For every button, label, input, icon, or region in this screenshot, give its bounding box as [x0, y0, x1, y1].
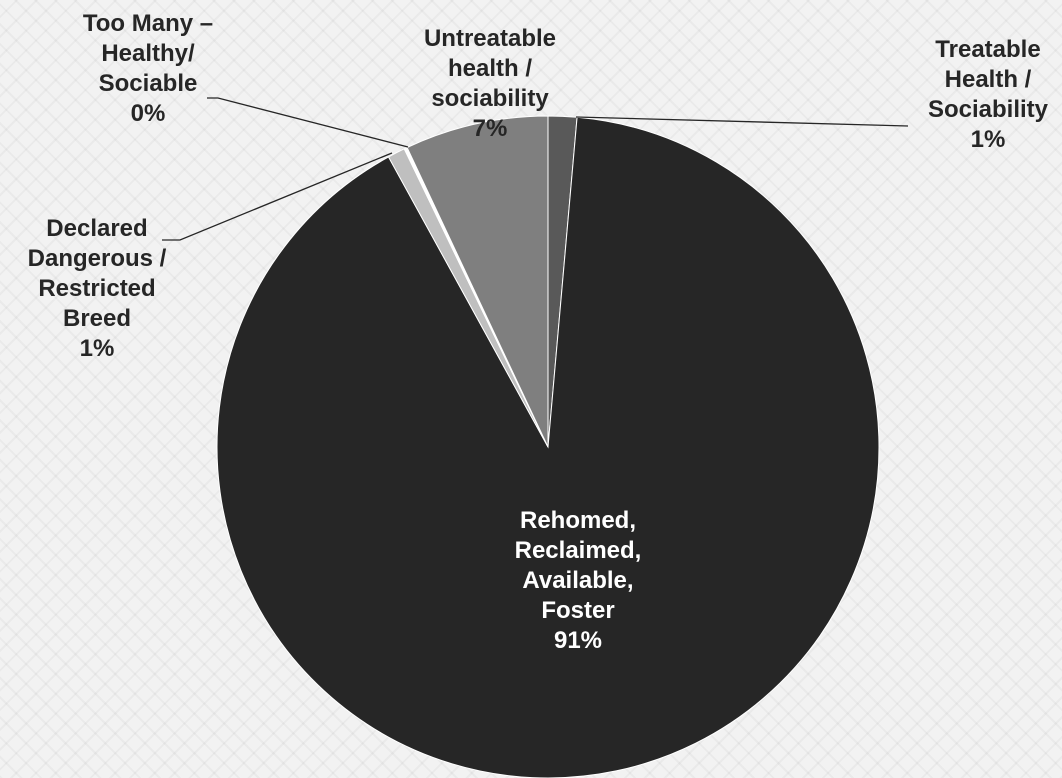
leader-line-2	[162, 152, 393, 241]
slice-name-line: Declared	[46, 215, 147, 242]
slice-name-line: Dangerous /	[28, 245, 167, 272]
slice-name-line: sociability	[431, 85, 549, 112]
slice-label-4: Untreatable health / sociability 7%	[424, 25, 556, 142]
pie-slice-4	[406, 115, 549, 448]
leader-line-0	[575, 116, 909, 127]
slice-label-3: Too Many – Healthy/Sociable 0%	[83, 10, 213, 127]
slice-name-line: Sociable	[99, 70, 198, 97]
slice-name-line: Untreatable	[424, 25, 556, 52]
slice-value-label: 7%	[473, 115, 508, 142]
slice-name-line: Rehomed,	[520, 507, 636, 534]
slice-value-label: 0%	[131, 100, 166, 127]
slice-name-line: health /	[448, 55, 532, 82]
slice-name-line: Breed	[63, 305, 131, 332]
slice-name-line: Treatable	[935, 36, 1040, 63]
slice-name-line: Foster	[541, 597, 614, 624]
slice-value-label: 1%	[971, 126, 1006, 153]
slice-name-line: Too Many –	[83, 10, 213, 37]
slice-name-line: Restricted	[38, 275, 155, 302]
slice-name-line: Available,	[522, 567, 633, 594]
slice-value-label: 91%	[554, 627, 602, 654]
slice-name-line: Reclaimed,	[515, 537, 642, 564]
slice-label-1: Rehomed, Reclaimed, Available, Foster 91%	[515, 507, 642, 654]
slice-name-line: Sociability	[928, 96, 1049, 123]
slice-value-label: 1%	[80, 335, 115, 362]
slice-name-line: Healthy/	[101, 40, 195, 67]
pie-slice-1	[216, 116, 880, 778]
slice-name-line: Health /	[945, 66, 1032, 93]
slice-label-0: Treatable Health / Sociability 1%	[928, 36, 1049, 153]
leader-line-3	[207, 97, 409, 148]
slice-label-2: Declared Dangerous / Restricted Breed 1%	[28, 215, 167, 362]
